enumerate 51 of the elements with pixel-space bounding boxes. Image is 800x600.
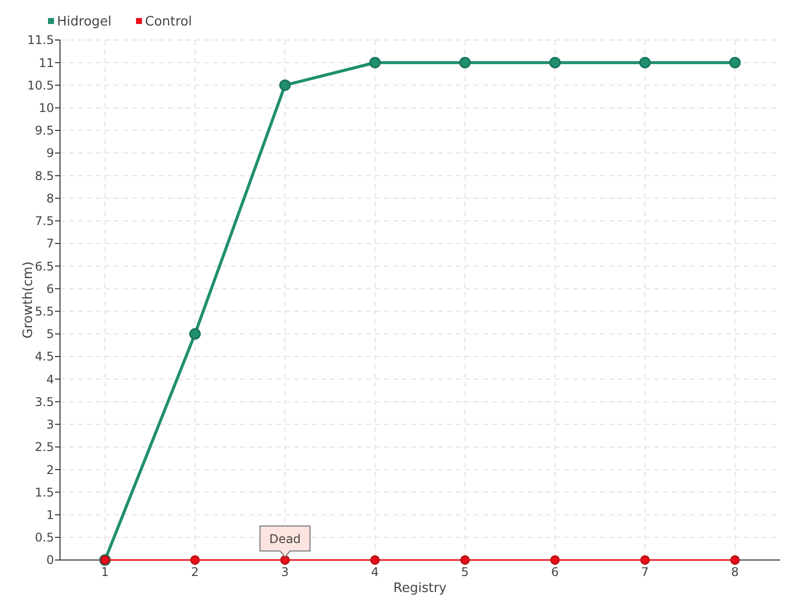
- point: [459, 56, 471, 68]
- y-tick-label: 4.5: [34, 350, 54, 364]
- y-tick-label: 8: [46, 191, 54, 206]
- point: [190, 555, 200, 565]
- y-tick-label: 4: [46, 372, 54, 386]
- y-tick-label: 6.5: [34, 259, 54, 274]
- x-tick-label: 1: [101, 565, 109, 579]
- point: [639, 56, 651, 68]
- annotation: Dead: [269, 532, 301, 546]
- legend-label: Hidrogel: [57, 14, 112, 30]
- point: [640, 555, 650, 565]
- legend-label: Control: [145, 14, 192, 30]
- x-tick-label: 2: [191, 565, 199, 579]
- x-tick-label: 4: [371, 565, 379, 579]
- y-tick-label: 5: [46, 327, 54, 342]
- point: [189, 328, 201, 340]
- y-tick-label: 0.5: [34, 530, 54, 545]
- point: [729, 56, 741, 68]
- x-tick-label: 3: [281, 565, 289, 579]
- x-tick-label: 6: [551, 565, 559, 579]
- y-tick-label: 8.5: [34, 168, 54, 183]
- point: [370, 555, 380, 565]
- x-axis-title: Registry: [393, 581, 447, 596]
- y-tick-label: 1: [46, 508, 54, 522]
- y-tick-label: 2: [46, 462, 54, 477]
- y-tick-label: 2.5: [34, 440, 54, 454]
- y-tick-label: 6: [46, 282, 54, 296]
- x-tick-label: 8: [731, 565, 739, 579]
- y-tick-label: 11.5: [27, 33, 54, 48]
- point: [550, 555, 560, 565]
- point: [549, 56, 561, 68]
- x-tick-label: 7: [641, 565, 649, 579]
- y-tick-label: 9.5: [34, 124, 54, 138]
- point: [280, 555, 290, 565]
- y-tick-label: 10: [38, 101, 54, 116]
- x-tick-label: 5: [461, 565, 469, 579]
- point: [369, 56, 381, 68]
- y-tick-label: 9: [46, 146, 54, 160]
- y-tick-label: 7: [46, 236, 54, 251]
- point: [460, 555, 470, 565]
- y-tick-label: 10.5: [27, 78, 54, 92]
- y-tick-label: 11: [38, 56, 54, 70]
- y-tick-label: 5.5: [34, 304, 54, 319]
- y-tick-label: 1.5: [34, 485, 54, 500]
- y-axis-title: Growth(cm): [21, 261, 36, 339]
- point: [730, 555, 740, 565]
- y-tick-label: 3.5: [34, 394, 54, 409]
- point: [279, 79, 291, 91]
- y-tick-label: 7.5: [34, 214, 54, 228]
- y-tick-label: 0: [46, 553, 54, 568]
- y-tick-label: 3: [46, 418, 54, 432]
